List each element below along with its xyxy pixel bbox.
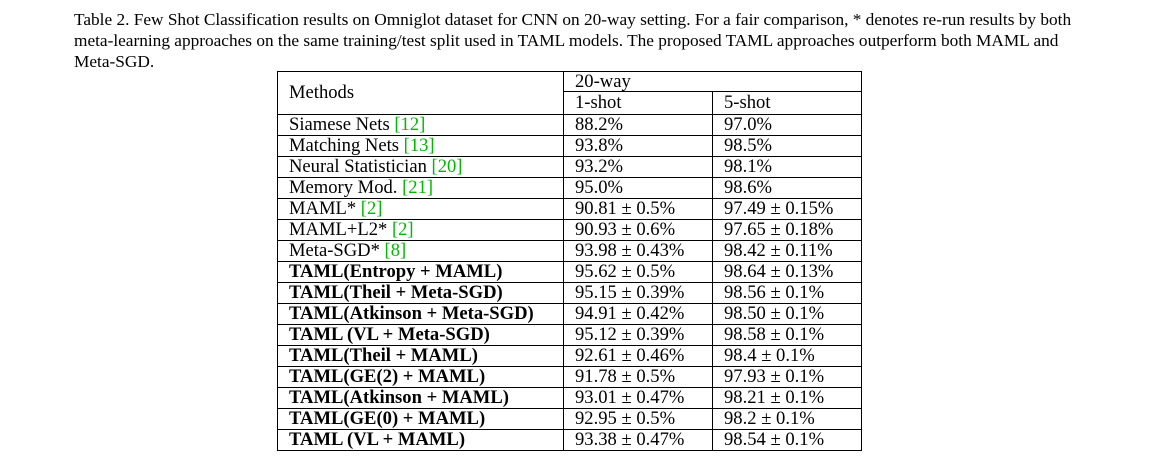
one-shot-value: 95.15 ± 0.39% [563,282,713,304]
table-row: TAML(Theil + Meta-SGD) 95.15 ± 0.39% 98.56… [277,282,862,304]
method-name: TAML(Atkinson + Meta-SGD) [289,303,534,324]
one-shot-value: 92.95 ± 0.5% [563,408,713,430]
method-name: Memory Mod. [289,177,403,198]
one-shot-value: 90.81 ± 0.5% [563,198,713,220]
method-name: TAML (VL + MAML) [289,429,466,450]
five-shot-value: 98.50 ± 0.1% [712,303,862,325]
one-shot-value: 93.2% [563,156,713,178]
one-shot-value: 93.8% [563,135,713,157]
method-name: Matching Nets [289,135,404,156]
table-row: TAML(Atkinson + Meta-SGD) 94.91 ± 0.42% 98… [277,303,862,325]
table-row: TAML(GE(2) + MAML) 91.78 ± 0.5% 97.93 ± 0.… [277,366,862,388]
table-header: Methods 20-way 1-shot 5-shot [277,71,862,115]
one-shot-value: 94.91 ± 0.42% [563,303,713,325]
five-shot-column-header: 5-shot [712,91,862,115]
five-shot-value: 98.21 ± 0.1% [712,387,862,409]
method-name: MAML+L2* [289,219,392,240]
method-name: TAML(Theil + Meta-SGD) [289,282,503,303]
method-name: TAML(Entropy + MAML) [289,261,503,282]
method-name: TAML(GE(0) + MAML) [289,408,486,429]
method-cell: TAML(GE(2) + MAML) [277,366,564,388]
table-row: TAML(GE(0) + MAML) 92.95 ± 0.5% 98.2 ± 0.1… [277,408,862,430]
citation-link[interactable]: [2] [360,198,383,219]
method-cell: TAML(Entropy + MAML) [277,261,564,283]
results-table: Methods 20-way 1-shot 5-shot Siamese Net… [277,71,862,451]
method-cell: Neural Statistician [20] [277,156,564,178]
method-cell: MAML* [2] [277,198,564,220]
method-name: Meta-SGD* [289,240,385,261]
table-row: TAML(Entropy + MAML) 95.62 ± 0.5% 98.64 ± … [277,261,862,283]
five-shot-value: 98.1% [712,156,862,178]
method-name: TAML(Theil + MAML) [289,345,478,366]
method-cell: TAML (VL + MAML) [277,429,564,451]
five-shot-value: 98.56 ± 0.1% [712,282,862,304]
one-shot-value: 93.01 ± 0.47% [563,387,713,409]
one-shot-value: 95.0% [563,177,713,199]
one-shot-value: 95.62 ± 0.5% [563,261,713,283]
method-cell: TAML(Theil + Meta-SGD) [277,282,564,304]
five-shot-value: 98.2 ± 0.1% [712,408,862,430]
method-name: Siamese Nets [289,114,395,135]
one-shot-value: 93.98 ± 0.43% [563,240,713,262]
five-shot-value: 98.58 ± 0.1% [712,324,862,346]
method-cell: Matching Nets [13] [277,135,564,157]
five-shot-value: 98.54 ± 0.1% [712,429,862,451]
method-name: TAML(Atkinson + MAML) [289,387,509,408]
one-shot-column-header: 1-shot [563,91,713,115]
five-shot-value: 98.4 ± 0.1% [712,345,862,367]
table-row: MAML+L2* [2] 90.93 ± 0.6% 97.65 ± 0.18% [277,219,862,241]
method-name: MAML* [289,198,361,219]
method-cell: Memory Mod. [21] [277,177,564,199]
five-shot-value: 97.93 ± 0.1% [712,366,862,388]
table-row: Matching Nets [13] 93.8% 98.5% [277,135,862,157]
one-shot-value: 93.38 ± 0.47% [563,429,713,451]
table-row: TAML (VL + Meta-SGD) 95.12 ± 0.39% 98.58 ±… [277,324,862,346]
citation-link[interactable]: [21] [402,177,434,198]
method-cell: TAML(Atkinson + MAML) [277,387,564,409]
one-shot-value: 91.78 ± 0.5% [563,366,713,388]
citation-link[interactable]: [8] [384,240,407,261]
method-name: TAML(GE(2) + MAML) [289,366,486,387]
citation-link[interactable]: [2] [391,219,414,240]
method-name: Neural Statistician [289,156,432,177]
table-caption: Table 2. Few Shot Classification results… [74,10,1072,71]
five-shot-value: 98.42 ± 0.11% [712,240,862,262]
five-shot-value: 97.0% [712,114,862,136]
table-row: Meta-SGD* [8] 93.98 ± 0.43% 98.42 ± 0.11% [277,240,862,262]
five-shot-value: 97.65 ± 0.18% [712,219,862,241]
one-shot-value: 92.61 ± 0.46% [563,345,713,367]
method-cell: MAML+L2* [2] [277,219,564,241]
one-shot-value: 88.2% [563,114,713,136]
five-shot-value: 98.6% [712,177,862,199]
citation-link[interactable]: [20] [431,156,463,177]
method-name: TAML (VL + Meta-SGD) [289,324,490,345]
table-row: TAML(Theil + MAML) 92.61 ± 0.46% 98.4 ± 0.… [277,345,862,367]
citation-link[interactable]: [13] [403,135,435,156]
method-cell: TAML(Atkinson + Meta-SGD) [277,303,564,325]
table-body: Siamese Nets [12] 88.2% 97.0% Matching Nets… [277,114,862,451]
one-shot-value: 95.12 ± 0.39% [563,324,713,346]
table-row: Neural Statistician [20] 93.2% 98.1% [277,156,862,178]
method-cell: TAML(GE(0) + MAML) [277,408,564,430]
table-row: TAML (VL + MAML) 93.38 ± 0.47% 98.54 ± 0.1… [277,429,862,451]
five-shot-value: 98.5% [712,135,862,157]
method-cell: Siamese Nets [12] [277,114,564,136]
one-shot-value: 90.93 ± 0.6% [563,219,713,241]
table-row: MAML* [2] 90.81 ± 0.5% 97.49 ± 0.15% [277,198,862,220]
five-shot-value: 97.49 ± 0.15% [712,198,862,220]
table-row: Memory Mod. [21] 95.0% 98.6% [277,177,862,199]
methods-column-header: Methods [277,71,564,115]
method-cell: Meta-SGD* [8] [277,240,564,262]
table-row: TAML(Atkinson + MAML) 93.01 ± 0.47% 98.21 … [277,387,862,409]
citation-link[interactable]: [12] [394,114,426,135]
table-row: Siamese Nets [12] 88.2% 97.0% [277,114,862,136]
method-cell: TAML (VL + Meta-SGD) [277,324,564,346]
five-shot-value: 98.64 ± 0.13% [712,261,862,283]
method-cell: TAML(Theil + MAML) [277,345,564,367]
group-column-header: 20-way [563,71,862,92]
